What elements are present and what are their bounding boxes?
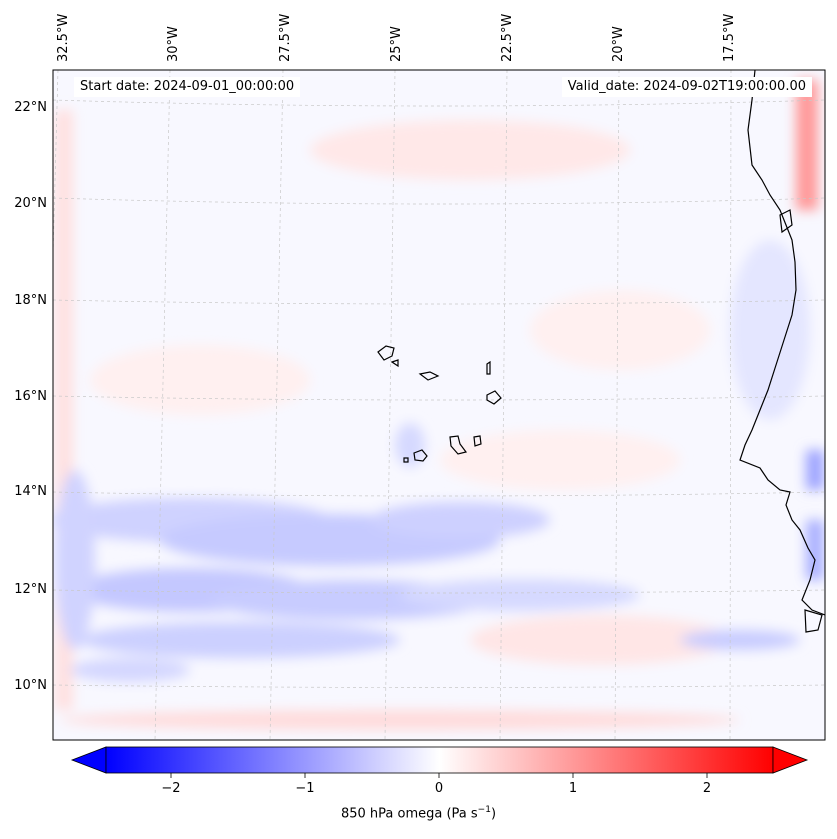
lon-label: 20°W [611, 26, 626, 62]
lat-label: 20°N [14, 196, 47, 211]
colorbar: −2 −1 0 1 2 [70, 746, 809, 796]
valid-date-annotation: Valid_date: 2024-09-02T19:00:00.00 [561, 77, 812, 97]
longitude-labels: 32.5°W 30°W 27.5°W 25°W 22.5°W 20°W 17.5… [56, 14, 737, 62]
latitude-labels: 22°N 20°N 18°N 16°N 14°N 12°N 10°N [14, 100, 47, 693]
lat-label: 10°N [14, 678, 47, 693]
lon-label: 17.5°W [722, 14, 737, 62]
colorbar-extend-high [772, 746, 809, 774]
colorbar-label: 850 hPa omega (Pa s−1) [0, 805, 837, 821]
lat-label: 12°N [14, 582, 47, 597]
lat-label: 14°N [14, 484, 47, 499]
cape-verde-islands [377, 345, 502, 463]
lat-label: 18°N [14, 293, 47, 308]
graticule [53, 70, 825, 740]
lon-label: 30°W [166, 26, 181, 62]
lon-label: 25°W [389, 26, 404, 62]
colorbar-gradient [105, 746, 774, 774]
colorbar-tick-label: 0 [435, 781, 443, 796]
lat-label: 22°N [14, 100, 47, 115]
colorbar-tick-label: 1 [569, 781, 577, 796]
colorbar-tick-label: −2 [161, 781, 180, 796]
lon-label: 22.5°W [500, 14, 515, 62]
omega-field [53, 70, 825, 740]
colorbar-label-close: ) [490, 806, 497, 822]
coastline [739, 70, 825, 633]
lon-label: 27.5°W [278, 14, 293, 62]
colorbar-tick-label: 2 [703, 781, 711, 796]
colorbar-extend-low [70, 746, 107, 774]
lat-label: 16°N [14, 389, 47, 404]
colorbar-tick-label: −1 [295, 781, 314, 796]
lon-label: 32.5°W [56, 14, 71, 62]
map-frame [52, 69, 826, 741]
start-date-annotation: Start date: 2024-09-01_00:00:00 [74, 77, 301, 97]
colorbar-label-text: 850 hPa omega (Pa s [340, 806, 478, 822]
colorbar-label-exponent: −1 [477, 805, 491, 815]
